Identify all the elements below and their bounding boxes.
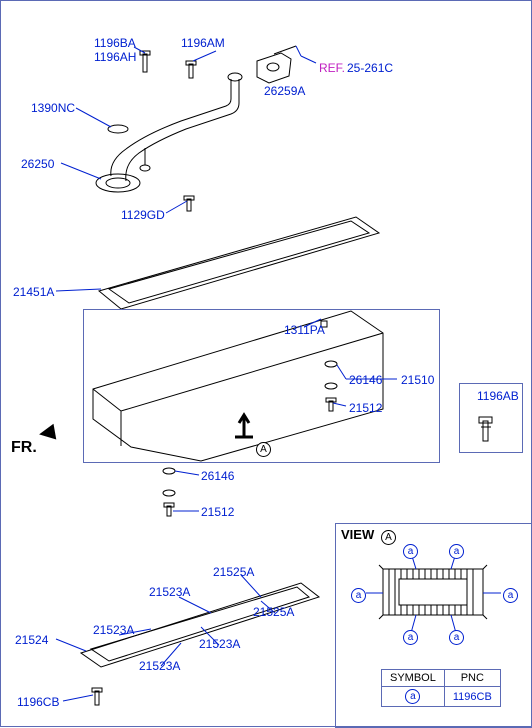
label-26259A: 26259A bbox=[264, 84, 305, 98]
label-refnum: 25-261C bbox=[347, 61, 393, 75]
label-1129GD: 1129GD bbox=[121, 208, 165, 222]
label-21523Ac: 21523A bbox=[199, 637, 240, 651]
th-symbol: SYMBOL bbox=[382, 670, 445, 687]
label-21512b: 21512 bbox=[201, 505, 234, 519]
label-1390NC: 1390NC bbox=[31, 101, 75, 115]
fr-label: FR. bbox=[11, 439, 37, 457]
label-1196BA: 1196BA bbox=[94, 36, 136, 50]
label-ref: REF. bbox=[319, 61, 345, 75]
th-pnc: PNC bbox=[444, 670, 500, 687]
label-1196AM: 1196AM bbox=[181, 36, 225, 50]
label-21523Ad: 21523A bbox=[139, 659, 180, 673]
sym-a-2: a bbox=[449, 541, 464, 559]
symbol-table: SYMBOL PNC a 1196CB bbox=[381, 669, 501, 707]
td-pnc: 1196CB bbox=[444, 687, 500, 707]
fr-arrow-icon bbox=[38, 424, 57, 443]
label-26146b: 26146 bbox=[201, 469, 234, 483]
sym-a-4: a bbox=[503, 585, 518, 603]
label-21525Aa: 21525A bbox=[213, 565, 254, 579]
label-26250: 26250 bbox=[21, 157, 54, 171]
box-oilpan-group bbox=[83, 309, 440, 463]
label-21525Ab: 21525A bbox=[253, 605, 294, 619]
sym-a-3: a bbox=[351, 585, 366, 603]
sym-a-1: a bbox=[403, 541, 418, 559]
view-label: VIEW bbox=[341, 527, 374, 542]
label-21524: 21524 bbox=[15, 633, 48, 647]
td-symbol: a bbox=[382, 687, 445, 707]
label-21523Aa: 21523A bbox=[149, 585, 190, 599]
sym-a-5: a bbox=[403, 627, 418, 645]
sym-a-6: a bbox=[449, 627, 464, 645]
symbol-A-view: A bbox=[381, 527, 396, 545]
label-21451A: 21451A bbox=[13, 285, 54, 299]
box-1196AB bbox=[459, 383, 523, 453]
label-21523Ab: 21523A bbox=[93, 623, 134, 637]
label-1196AH: 1196AH bbox=[94, 50, 136, 64]
diagram-canvas: 1196BA 1196AH 1196AM 26259A REF. 25-261C… bbox=[0, 0, 532, 727]
label-1196CB: 1196CB bbox=[17, 695, 59, 709]
